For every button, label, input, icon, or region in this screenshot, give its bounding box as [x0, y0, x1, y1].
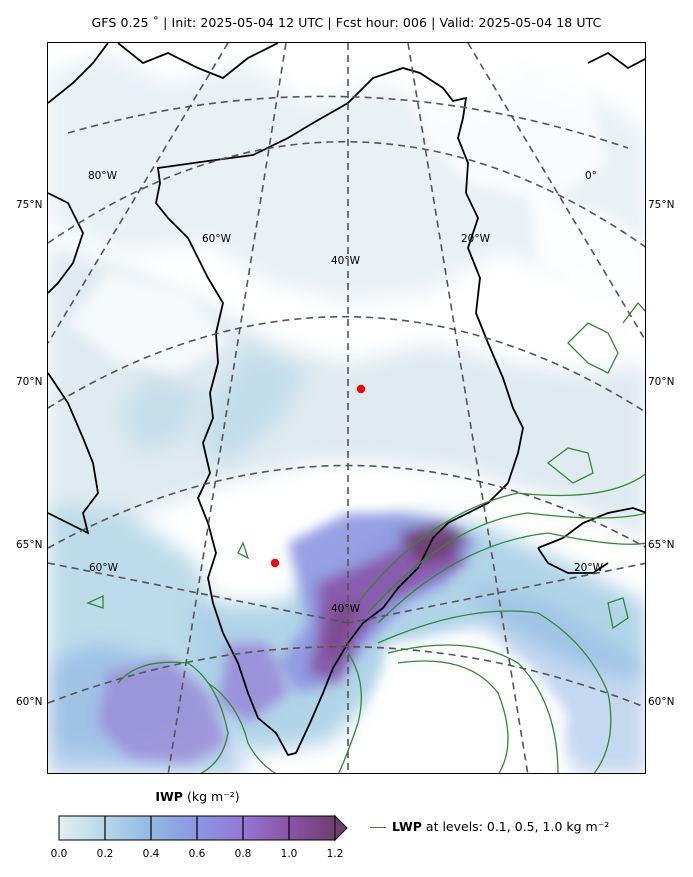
- svalbard-coast: [587, 51, 645, 70]
- baffin-coast: [48, 192, 99, 535]
- lat-label-60-left: 60°N: [16, 696, 43, 708]
- lwp-legend-line: [370, 827, 386, 828]
- lat-line-70: [48, 315, 645, 413]
- lat-label-70-right: 70°N: [648, 376, 675, 388]
- colorbar-tick-5: 1.0: [280, 848, 298, 860]
- lon-label-40w-south: 40°W: [331, 603, 360, 615]
- graticule: [48, 43, 645, 773]
- colorbar-tick-0: 0.0: [50, 848, 68, 860]
- colorbar-extend-max: [334, 815, 348, 842]
- lon-line-60w-south: [48, 562, 349, 624]
- greenland-coast: [155, 67, 524, 757]
- colorbar-tick-6: 1.2: [326, 848, 344, 860]
- lon-label-40w-north: 40°W: [331, 255, 360, 267]
- summit-marker[interactable]: [356, 384, 366, 394]
- lwp-contours: [86, 301, 645, 773]
- lon-label-0: 0°: [585, 170, 597, 182]
- lwp-legend-bold: LWP: [392, 819, 422, 834]
- lon-label-20w-south: 20°W: [574, 562, 603, 574]
- lat-label-75-left: 75°N: [16, 199, 43, 211]
- lwp-legend-text: at levels: 0.1, 0.5, 1.0 kg m⁻²: [421, 819, 610, 834]
- lat-label-65-left: 65°N: [16, 539, 43, 551]
- colorbar-title-unit: (kg m⁻²): [186, 789, 240, 804]
- lon-label-80w-north: 80°W: [88, 170, 117, 182]
- lat-label-65-right: 65°N: [648, 539, 675, 551]
- station-markers: [270, 384, 366, 568]
- colorbar-tick-3: 0.6: [188, 848, 206, 860]
- lon-label-60w-north: 60°W: [202, 233, 231, 245]
- figure-title: GFS 0.25 ˚ | Init: 2025-05-04 12 UTC | F…: [91, 15, 602, 30]
- colorbar-title-bold: IWP: [155, 789, 183, 804]
- lon-line-20w-south: [347, 562, 645, 624]
- lon-line-20w: [407, 43, 529, 773]
- lon-line-0: [467, 43, 645, 342]
- map-panel[interactable]: 80°W 60°W 40°W 20°W 0° 60°W 40°W 20°W: [47, 42, 646, 774]
- colorbar-title: IWP (kg m⁻²): [110, 789, 285, 804]
- colorbar-tick-1: 0.2: [96, 848, 114, 860]
- colorbar-tick-2: 0.4: [142, 848, 160, 860]
- ellesmere-coast: [48, 43, 279, 104]
- colorbar-tick-4: 0.8: [234, 848, 252, 860]
- lon-line-60w: [167, 43, 287, 773]
- lon-label-60w-south: 60°W: [89, 562, 118, 574]
- lat-label-60-right: 60°N: [648, 696, 675, 708]
- lat-label-70-left: 70°N: [16, 376, 43, 388]
- map-canvas[interactable]: [48, 43, 646, 774]
- west-marker[interactable]: [270, 558, 280, 568]
- lat-label-75-right: 75°N: [648, 199, 675, 211]
- iwp-field: [48, 53, 645, 773]
- lon-label-20w-north: 20°W: [461, 233, 490, 245]
- lwp-legend: LWP at levels: 0.1, 0.5, 1.0 kg m⁻²: [370, 819, 609, 834]
- lat-line-75: [48, 140, 645, 248]
- lon-line-80w: [48, 43, 229, 344]
- colorbar: [58, 815, 348, 842]
